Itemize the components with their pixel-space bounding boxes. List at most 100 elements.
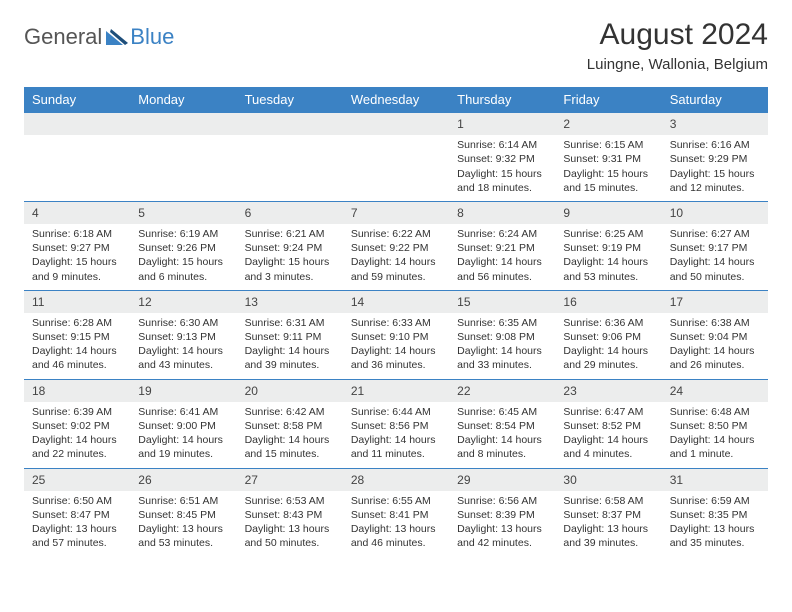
day-number: 23 xyxy=(555,379,661,402)
day-body: Sunrise: 6:47 AMSunset: 8:52 PMDaylight:… xyxy=(555,402,661,468)
calendar-cell: 9Sunrise: 6:25 AMSunset: 9:19 PMDaylight… xyxy=(555,201,661,290)
weekday-header-row: SundayMondayTuesdayWednesdayThursdayFrid… xyxy=(24,87,768,112)
calendar-cell: 3Sunrise: 6:16 AMSunset: 9:29 PMDaylight… xyxy=(662,112,768,201)
calendar-cell: 18Sunrise: 6:39 AMSunset: 9:02 PMDayligh… xyxy=(24,379,130,468)
day-number: 28 xyxy=(343,468,449,491)
day-number: 2 xyxy=(555,112,661,135)
calendar-cell-empty xyxy=(343,112,449,201)
calendar-cell: 16Sunrise: 6:36 AMSunset: 9:06 PMDayligh… xyxy=(555,290,661,379)
calendar-cell: 24Sunrise: 6:48 AMSunset: 8:50 PMDayligh… xyxy=(662,379,768,468)
calendar-cell: 29Sunrise: 6:56 AMSunset: 8:39 PMDayligh… xyxy=(449,468,555,557)
day-number: 12 xyxy=(130,290,236,313)
calendar-cell-empty xyxy=(237,112,343,201)
day-number: 5 xyxy=(130,201,236,224)
day-number: 11 xyxy=(24,290,130,313)
calendar-cell: 30Sunrise: 6:58 AMSunset: 8:37 PMDayligh… xyxy=(555,468,661,557)
day-number: 13 xyxy=(237,290,343,313)
calendar-cell: 28Sunrise: 6:55 AMSunset: 8:41 PMDayligh… xyxy=(343,468,449,557)
calendar-cell: 15Sunrise: 6:35 AMSunset: 9:08 PMDayligh… xyxy=(449,290,555,379)
day-body: Sunrise: 6:50 AMSunset: 8:47 PMDaylight:… xyxy=(24,491,130,557)
day-number: 9 xyxy=(555,201,661,224)
calendar-cell: 31Sunrise: 6:59 AMSunset: 8:35 PMDayligh… xyxy=(662,468,768,557)
calendar-cell: 2Sunrise: 6:15 AMSunset: 9:31 PMDaylight… xyxy=(555,112,661,201)
logo-triangle-icon xyxy=(106,27,128,45)
calendar-cell: 13Sunrise: 6:31 AMSunset: 9:11 PMDayligh… xyxy=(237,290,343,379)
calendar-cell-empty xyxy=(24,112,130,201)
day-body: Sunrise: 6:36 AMSunset: 9:06 PMDaylight:… xyxy=(555,313,661,379)
day-body: Sunrise: 6:25 AMSunset: 9:19 PMDaylight:… xyxy=(555,224,661,290)
day-body: Sunrise: 6:51 AMSunset: 8:45 PMDaylight:… xyxy=(130,491,236,557)
calendar-cell: 11Sunrise: 6:28 AMSunset: 9:15 PMDayligh… xyxy=(24,290,130,379)
calendar-cell: 23Sunrise: 6:47 AMSunset: 8:52 PMDayligh… xyxy=(555,379,661,468)
day-number: 17 xyxy=(662,290,768,313)
logo-text-blue: Blue xyxy=(130,24,174,50)
calendar-cell: 5Sunrise: 6:19 AMSunset: 9:26 PMDaylight… xyxy=(130,201,236,290)
day-body: Sunrise: 6:48 AMSunset: 8:50 PMDaylight:… xyxy=(662,402,768,468)
logo-text-general: General xyxy=(24,24,102,50)
calendar-cell: 14Sunrise: 6:33 AMSunset: 9:10 PMDayligh… xyxy=(343,290,449,379)
day-number: 25 xyxy=(24,468,130,491)
weekday-header: Friday xyxy=(555,87,661,112)
calendar-cell: 22Sunrise: 6:45 AMSunset: 8:54 PMDayligh… xyxy=(449,379,555,468)
day-body: Sunrise: 6:38 AMSunset: 9:04 PMDaylight:… xyxy=(662,313,768,379)
page-header: General Blue August 2024 Luingne, Wallon… xyxy=(24,18,768,73)
day-body: Sunrise: 6:53 AMSunset: 8:43 PMDaylight:… xyxy=(237,491,343,557)
calendar-cell: 17Sunrise: 6:38 AMSunset: 9:04 PMDayligh… xyxy=(662,290,768,379)
day-number: 27 xyxy=(237,468,343,491)
day-body: Sunrise: 6:42 AMSunset: 8:58 PMDaylight:… xyxy=(237,402,343,468)
weekday-header: Thursday xyxy=(449,87,555,112)
calendar-cell: 4Sunrise: 6:18 AMSunset: 9:27 PMDaylight… xyxy=(24,201,130,290)
calendar-cell: 26Sunrise: 6:51 AMSunset: 8:45 PMDayligh… xyxy=(130,468,236,557)
weekday-header: Tuesday xyxy=(237,87,343,112)
day-body: Sunrise: 6:22 AMSunset: 9:22 PMDaylight:… xyxy=(343,224,449,290)
day-body: Sunrise: 6:59 AMSunset: 8:35 PMDaylight:… xyxy=(662,491,768,557)
day-number: 22 xyxy=(449,379,555,402)
day-number: 19 xyxy=(130,379,236,402)
logo: General Blue xyxy=(24,18,174,50)
weekday-header: Sunday xyxy=(24,87,130,112)
calendar-cell: 25Sunrise: 6:50 AMSunset: 8:47 PMDayligh… xyxy=(24,468,130,557)
day-body: Sunrise: 6:33 AMSunset: 9:10 PMDaylight:… xyxy=(343,313,449,379)
location-text: Luingne, Wallonia, Belgium xyxy=(587,56,768,73)
day-body: Sunrise: 6:15 AMSunset: 9:31 PMDaylight:… xyxy=(555,135,661,201)
day-number: 10 xyxy=(662,201,768,224)
day-body: Sunrise: 6:35 AMSunset: 9:08 PMDaylight:… xyxy=(449,313,555,379)
day-number: 24 xyxy=(662,379,768,402)
day-body: Sunrise: 6:39 AMSunset: 9:02 PMDaylight:… xyxy=(24,402,130,468)
day-number: 18 xyxy=(24,379,130,402)
day-number: 1 xyxy=(449,112,555,135)
calendar-cell: 8Sunrise: 6:24 AMSunset: 9:21 PMDaylight… xyxy=(449,201,555,290)
day-body: Sunrise: 6:44 AMSunset: 8:56 PMDaylight:… xyxy=(343,402,449,468)
day-number: 26 xyxy=(130,468,236,491)
day-body: Sunrise: 6:19 AMSunset: 9:26 PMDaylight:… xyxy=(130,224,236,290)
calendar-cell: 12Sunrise: 6:30 AMSunset: 9:13 PMDayligh… xyxy=(130,290,236,379)
day-body: Sunrise: 6:21 AMSunset: 9:24 PMDaylight:… xyxy=(237,224,343,290)
calendar-cell: 19Sunrise: 6:41 AMSunset: 9:00 PMDayligh… xyxy=(130,379,236,468)
calendar-cell: 7Sunrise: 6:22 AMSunset: 9:22 PMDaylight… xyxy=(343,201,449,290)
day-number: 15 xyxy=(449,290,555,313)
day-body: Sunrise: 6:58 AMSunset: 8:37 PMDaylight:… xyxy=(555,491,661,557)
day-body: Sunrise: 6:45 AMSunset: 8:54 PMDaylight:… xyxy=(449,402,555,468)
weekday-header: Saturday xyxy=(662,87,768,112)
calendar-cell: 20Sunrise: 6:42 AMSunset: 8:58 PMDayligh… xyxy=(237,379,343,468)
weekday-header: Monday xyxy=(130,87,236,112)
day-body: Sunrise: 6:30 AMSunset: 9:13 PMDaylight:… xyxy=(130,313,236,379)
day-body: Sunrise: 6:31 AMSunset: 9:11 PMDaylight:… xyxy=(237,313,343,379)
calendar-cell: 27Sunrise: 6:53 AMSunset: 8:43 PMDayligh… xyxy=(237,468,343,557)
day-body: Sunrise: 6:28 AMSunset: 9:15 PMDaylight:… xyxy=(24,313,130,379)
day-number: 20 xyxy=(237,379,343,402)
day-number: 6 xyxy=(237,201,343,224)
day-body: Sunrise: 6:27 AMSunset: 9:17 PMDaylight:… xyxy=(662,224,768,290)
calendar-grid: 1Sunrise: 6:14 AMSunset: 9:32 PMDaylight… xyxy=(24,112,768,556)
calendar-cell: 21Sunrise: 6:44 AMSunset: 8:56 PMDayligh… xyxy=(343,379,449,468)
day-body: Sunrise: 6:55 AMSunset: 8:41 PMDaylight:… xyxy=(343,491,449,557)
day-number: 14 xyxy=(343,290,449,313)
day-number: 7 xyxy=(343,201,449,224)
day-number: 29 xyxy=(449,468,555,491)
title-block: August 2024 Luingne, Wallonia, Belgium xyxy=(587,18,768,73)
day-number: 3 xyxy=(662,112,768,135)
day-number: 21 xyxy=(343,379,449,402)
day-body: Sunrise: 6:56 AMSunset: 8:39 PMDaylight:… xyxy=(449,491,555,557)
day-body: Sunrise: 6:14 AMSunset: 9:32 PMDaylight:… xyxy=(449,135,555,201)
calendar-cell: 6Sunrise: 6:21 AMSunset: 9:24 PMDaylight… xyxy=(237,201,343,290)
